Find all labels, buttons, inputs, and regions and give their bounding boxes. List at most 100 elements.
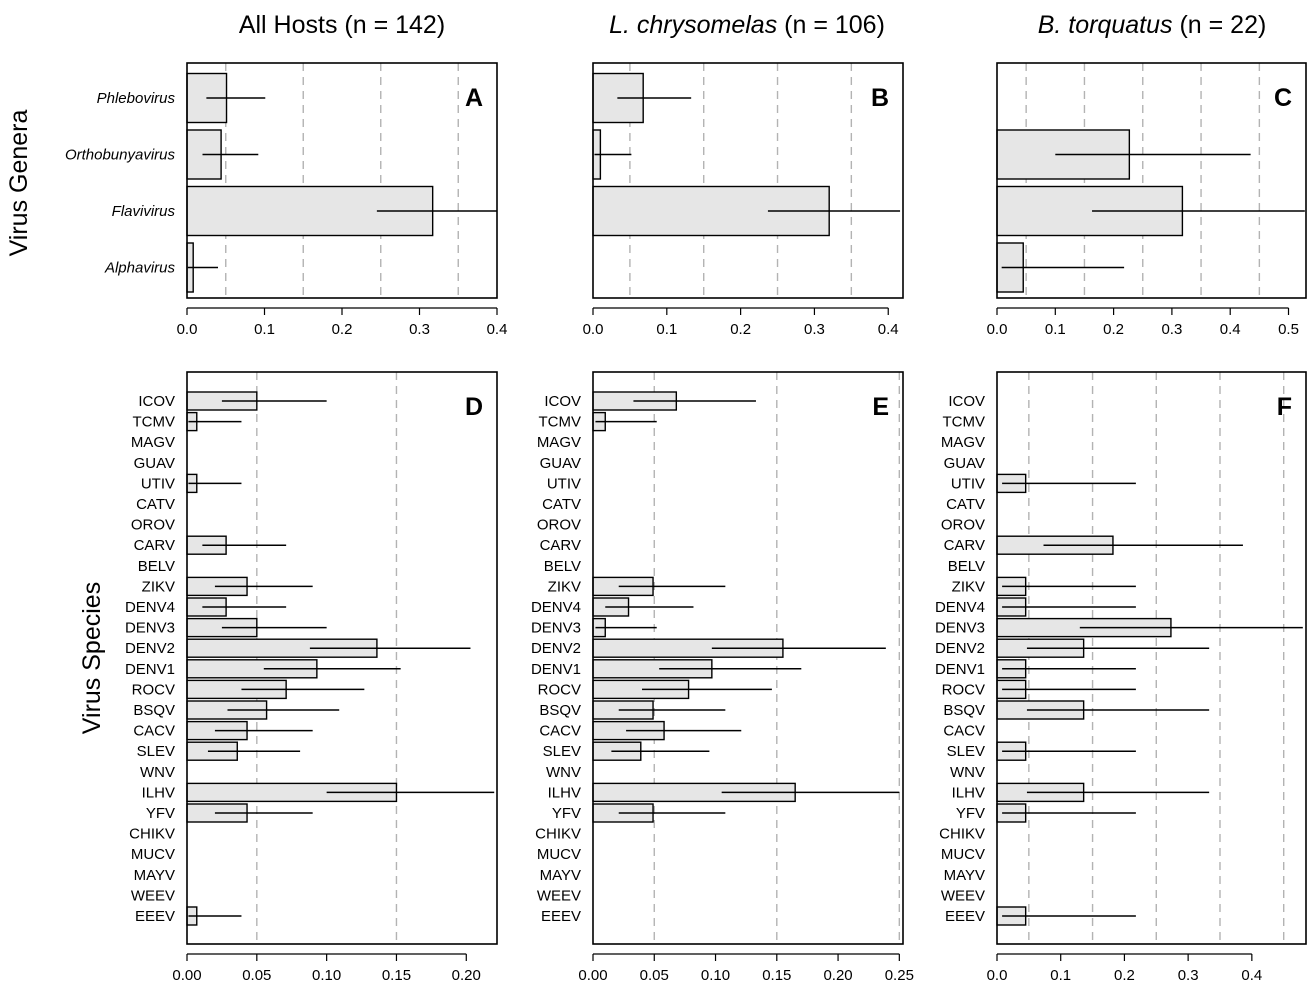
category-label: BSQV (133, 702, 175, 719)
category-label: ROCV (538, 681, 581, 698)
x-tick-label: 0.3 (1161, 321, 1182, 338)
x-tick-label: 0.5 (1278, 321, 1299, 338)
category-label: DENV2 (935, 640, 985, 657)
x-tick-label: 0.05 (242, 967, 271, 983)
category-label: WNV (140, 764, 175, 781)
category-label: DENV3 (125, 620, 175, 637)
category-label: GUAV (540, 455, 581, 472)
x-tick-label: 0.0 (583, 321, 604, 338)
category-label: Alphavirus (104, 260, 176, 277)
panel-letter: A (465, 84, 483, 112)
category-label: UTIV (141, 475, 175, 492)
category-label: MAGV (537, 434, 581, 451)
x-tick-label: 0.1 (1050, 967, 1071, 983)
category-label: Flavivirus (112, 203, 176, 220)
x-tick-label: 0.0 (987, 967, 1008, 983)
category-label: CARV (134, 537, 175, 554)
category-label: YFV (956, 805, 985, 822)
x-tick-label: 0.20 (823, 967, 852, 983)
panel-d: ICOV TCMV MAGV GUAV UTIV CATV OROV CARV BELV ZIKV… (125, 371, 498, 983)
panel-letter: F (1277, 393, 1292, 421)
category-label: DENV1 (531, 661, 581, 678)
category-label: ZIKV (548, 578, 581, 595)
category-label: ROCV (132, 681, 175, 698)
category-label: DENV4 (935, 599, 985, 616)
x-tick-label: 0.4 (1220, 321, 1241, 338)
category-label: BELV (544, 558, 581, 575)
x-tick-label: 0.3 (804, 321, 825, 338)
row-label-virus-species: Virus Species (78, 582, 106, 734)
panel-c: C 0.0 0.1 0.2 0.3 0.4 0.5 (987, 62, 1307, 338)
category-label: WEEV (537, 887, 581, 904)
category-label: OROV (537, 517, 581, 534)
x-tick-label: 0.0 (177, 321, 198, 338)
x-tick-label: 0.15 (382, 967, 411, 983)
category-label: MUCV (941, 846, 985, 863)
category-label: MAGV (941, 434, 985, 451)
x-tick-label: 0.15 (762, 967, 791, 983)
category-label: WEEV (941, 887, 985, 904)
category-label: MAGV (131, 434, 175, 451)
category-label: CHIKV (939, 826, 985, 843)
x-tick-label: 0.4 (487, 321, 508, 338)
category-label: ZIKV (952, 578, 985, 595)
category-label: DENV4 (531, 599, 581, 616)
x-tick-label: 0.2 (332, 321, 353, 338)
category-label: CACV (943, 723, 985, 740)
x-tick-label: 0.0 (987, 321, 1008, 338)
row-label-virus-genera: Virus Genera (5, 109, 33, 256)
category-label: UTIV (547, 475, 581, 492)
column-title-b-torquatus: B. torquatus (n = 22) (1038, 11, 1267, 39)
panel-letter: D (465, 393, 483, 421)
category-label: CACV (539, 723, 581, 740)
category-label: GUAV (134, 455, 175, 472)
x-tick-label: 0.00 (172, 967, 201, 983)
x-tick-label: 0.2 (1103, 321, 1124, 338)
panels-group: Phlebovirus Orthobunyavirus Flavivirus Alph… (65, 62, 1307, 983)
x-tick-label: 0.10 (312, 967, 341, 983)
category-label: ICOV (544, 393, 581, 410)
category-label: Phlebovirus (97, 90, 176, 107)
x-tick-label: 0.1 (254, 321, 275, 338)
category-label: GUAV (944, 455, 985, 472)
category-label: CATV (136, 496, 175, 513)
x-tick-label: 0.25 (885, 967, 914, 983)
x-tick-label: 0.1 (1045, 321, 1066, 338)
x-tick-label: 0.10 (701, 967, 730, 983)
category-label: TCMV (133, 414, 176, 431)
category-label: MAYV (944, 867, 985, 884)
category-label: EEEV (135, 908, 175, 925)
category-label: UTIV (951, 475, 985, 492)
x-tick-label: 0.00 (578, 967, 607, 983)
category-label: ILHV (142, 784, 175, 801)
category-label: DENV3 (935, 620, 985, 637)
category-label: MAYV (540, 867, 581, 884)
category-label: DENV2 (125, 640, 175, 657)
category-label: TCMV (539, 414, 582, 431)
category-label: CARV (944, 537, 985, 554)
category-label: OROV (131, 517, 175, 534)
category-label: CARV (540, 537, 581, 554)
category-label: CACV (133, 723, 175, 740)
plot-frame (996, 62, 1307, 299)
category-label: SLEV (543, 743, 581, 760)
category-label: CHIKV (129, 826, 175, 843)
plot-frame (186, 371, 498, 945)
category-label: WNV (546, 764, 581, 781)
x-tick-label: 0.2 (1114, 967, 1135, 983)
plot-frame (996, 371, 1307, 945)
panel-letter: E (872, 393, 889, 421)
panel-letter: C (1274, 84, 1292, 112)
category-label: WNV (950, 764, 985, 781)
category-label: DENV1 (125, 661, 175, 678)
panel-b: B 0.0 0.1 0.2 0.3 0.4 (583, 62, 904, 338)
panel-a: Phlebovirus Orthobunyavirus Flavivirus Alph… (65, 62, 508, 338)
category-label: MAYV (134, 867, 175, 884)
category-label: BSQV (539, 702, 581, 719)
category-label: ROCV (942, 681, 985, 698)
category-label: BSQV (943, 702, 985, 719)
category-label: ILHV (952, 784, 985, 801)
x-tick-label: 0.2 (730, 321, 751, 338)
category-label: ILHV (548, 784, 581, 801)
